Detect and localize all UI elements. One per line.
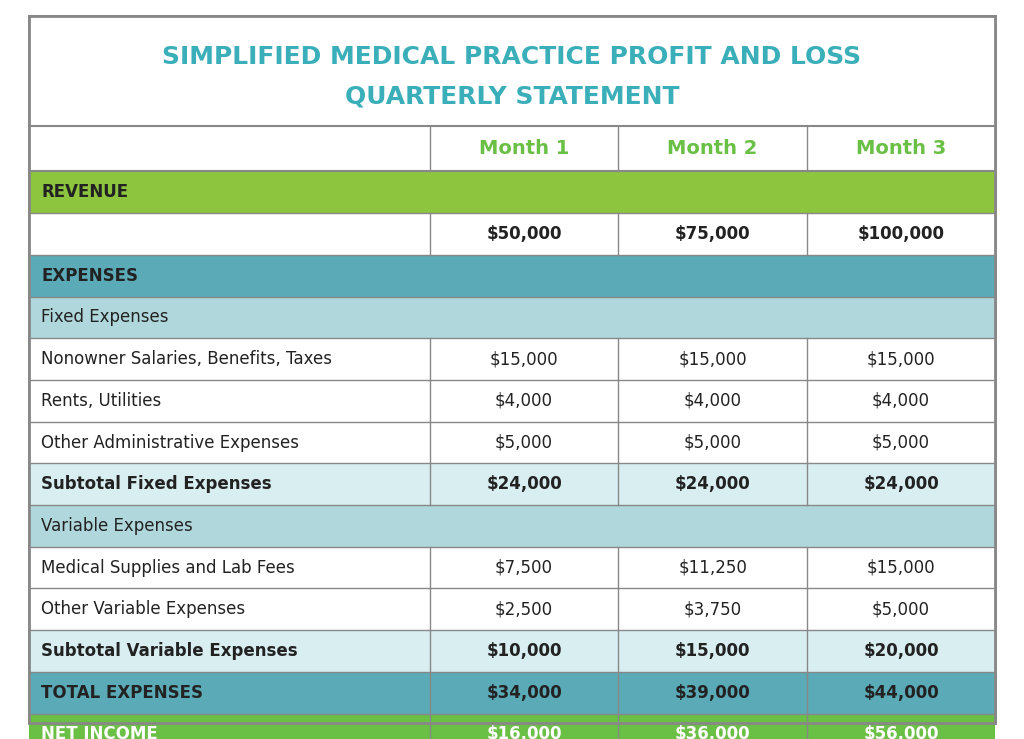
Bar: [29, 338, 995, 380]
Text: $24,000: $24,000: [863, 475, 939, 493]
Text: $15,000: $15,000: [866, 559, 935, 576]
Bar: [29, 171, 995, 213]
Text: $5,000: $5,000: [872, 434, 930, 452]
Text: QUARTERLY STATEMENT: QUARTERLY STATEMENT: [345, 84, 679, 108]
Bar: [29, 380, 995, 422]
Text: $15,000: $15,000: [866, 350, 935, 368]
Text: $24,000: $24,000: [486, 475, 562, 493]
Text: Variable Expenses: Variable Expenses: [41, 517, 193, 535]
Bar: [29, 672, 995, 714]
Text: $4,000: $4,000: [872, 392, 930, 410]
Text: $36,000: $36,000: [675, 726, 751, 739]
Text: $44,000: $44,000: [863, 684, 939, 702]
Bar: [29, 213, 995, 255]
Text: $4,000: $4,000: [495, 392, 553, 410]
Text: $15,000: $15,000: [489, 350, 558, 368]
Text: REVENUE: REVENUE: [41, 183, 128, 201]
Bar: [29, 505, 995, 547]
Text: SIMPLIFIED MEDICAL PRACTICE PROFIT AND LOSS: SIMPLIFIED MEDICAL PRACTICE PROFIT AND L…: [163, 45, 861, 69]
Text: Nonowner Salaries, Benefits, Taxes: Nonowner Salaries, Benefits, Taxes: [41, 350, 332, 368]
Text: Month 1: Month 1: [479, 139, 569, 158]
Text: Rents, Utilities: Rents, Utilities: [41, 392, 162, 410]
Text: NET INCOME: NET INCOME: [41, 726, 158, 739]
Text: $15,000: $15,000: [678, 350, 746, 368]
Bar: [29, 422, 995, 463]
Text: $75,000: $75,000: [675, 225, 751, 243]
Text: $3,750: $3,750: [683, 600, 741, 619]
Text: $10,000: $10,000: [486, 642, 562, 660]
Text: $20,000: $20,000: [863, 642, 939, 660]
Bar: [29, 630, 995, 672]
Text: Month 3: Month 3: [856, 139, 946, 158]
Bar: [29, 255, 995, 296]
Text: $2,500: $2,500: [495, 600, 553, 619]
Bar: [29, 547, 995, 588]
Text: Other Variable Expenses: Other Variable Expenses: [41, 600, 246, 619]
Text: $24,000: $24,000: [675, 475, 751, 493]
Bar: [29, 588, 995, 630]
Text: $5,000: $5,000: [495, 434, 553, 452]
Text: Subtotal Fixed Expenses: Subtotal Fixed Expenses: [41, 475, 271, 493]
Bar: [29, 126, 995, 171]
Bar: [29, 714, 995, 739]
Bar: [29, 463, 995, 505]
Text: $39,000: $39,000: [675, 684, 751, 702]
Text: TOTAL EXPENSES: TOTAL EXPENSES: [41, 684, 203, 702]
Text: $100,000: $100,000: [857, 225, 944, 243]
Text: $34,000: $34,000: [486, 684, 562, 702]
Text: Subtotal Variable Expenses: Subtotal Variable Expenses: [41, 642, 298, 660]
Text: Medical Supplies and Lab Fees: Medical Supplies and Lab Fees: [41, 559, 295, 576]
Text: $15,000: $15,000: [675, 642, 751, 660]
Text: $50,000: $50,000: [486, 225, 562, 243]
Text: $5,000: $5,000: [684, 434, 741, 452]
Text: Month 2: Month 2: [668, 139, 758, 158]
Text: $7,500: $7,500: [495, 559, 553, 576]
Text: $5,000: $5,000: [872, 600, 930, 619]
Bar: [29, 16, 995, 126]
Text: $11,250: $11,250: [678, 559, 748, 576]
Text: Fixed Expenses: Fixed Expenses: [41, 308, 169, 327]
Text: Other Administrative Expenses: Other Administrative Expenses: [41, 434, 299, 452]
Text: $4,000: $4,000: [684, 392, 741, 410]
Text: EXPENSES: EXPENSES: [41, 267, 138, 285]
Bar: [29, 296, 995, 338]
Text: $16,000: $16,000: [486, 726, 562, 739]
Text: $56,000: $56,000: [863, 726, 939, 739]
